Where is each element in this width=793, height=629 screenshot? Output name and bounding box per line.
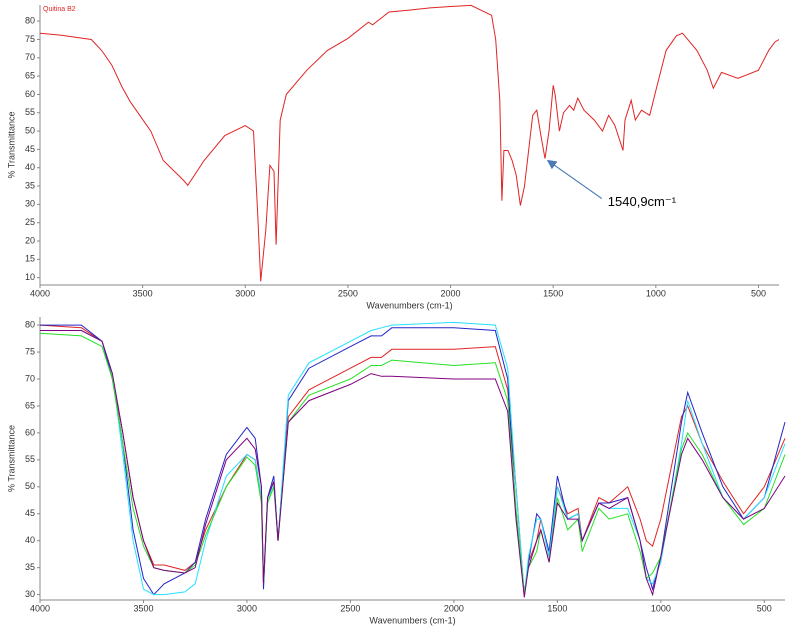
x-tick-label: 4000 [30, 603, 50, 613]
y-tick-label: 55 [25, 454, 35, 464]
y-tick-label: 30 [25, 589, 35, 599]
x-tick-label: 3000 [237, 603, 257, 613]
y-tick-label: 20 [25, 235, 35, 245]
spectrum-line [40, 324, 786, 596]
x-tick-label: 1000 [646, 288, 666, 298]
y-tick-label: 40 [25, 535, 35, 545]
x-tick-label: 1000 [651, 603, 671, 613]
spectrum-line [39, 4, 780, 282]
y-tick-label: 40 [25, 162, 35, 172]
y-tick-label: 50 [25, 125, 35, 135]
y-tick-label: 55 [25, 107, 35, 117]
y-tick-label: 45 [25, 144, 35, 154]
y-tick-label: 35 [25, 180, 35, 190]
x-axis-label: Wavenumbers (cm-1) [369, 615, 455, 625]
y-tick-label: 80 [25, 319, 35, 329]
y-tick-label: 70 [25, 52, 35, 62]
x-tick-label: 500 [757, 603, 772, 613]
y-tick-label: 60 [25, 427, 35, 437]
y-tick-label: 70 [25, 373, 35, 383]
annotation-label: 1540,9cm⁻¹ [608, 194, 677, 209]
y-tick-label: 30 [25, 199, 35, 209]
y-axis-label: % Transmittance [6, 425, 16, 492]
y-tick-label: 25 [25, 217, 35, 227]
y-tick-label: 75 [25, 34, 35, 44]
y-tick-label: 35 [25, 562, 35, 572]
x-tick-label: 1500 [543, 288, 563, 298]
x-tick-label: 2500 [340, 603, 360, 613]
x-tick-label: 3500 [133, 603, 153, 613]
x-tick-label: 1500 [547, 603, 567, 613]
y-tick-label: 60 [25, 89, 35, 99]
spectrum-line [39, 332, 786, 595]
annotation-arrow [546, 159, 603, 200]
x-tick-label: 3000 [235, 288, 255, 298]
y-tick-label: 65 [25, 400, 35, 410]
x-tick-label: 4000 [30, 288, 50, 298]
y-tick-label: 65 [25, 70, 35, 80]
y-tick-label: 75 [25, 346, 35, 356]
x-tick-label: 2000 [441, 288, 461, 298]
y-tick-label: 10 [25, 272, 35, 282]
y-tick-label: 45 [25, 508, 35, 518]
x-tick-label: 2500 [338, 288, 358, 298]
legend-label: Quitina B2 [43, 6, 76, 13]
x-axis-label: Wavenumbers (cm-1) [366, 300, 452, 310]
spectrum-line [39, 324, 786, 595]
y-axis-label: % Transmittance [6, 111, 16, 178]
x-tick-label: 2000 [444, 603, 464, 613]
y-tick-label: 80 [25, 16, 35, 26]
x-tick-label: 500 [751, 288, 766, 298]
x-tick-label: 3500 [133, 288, 153, 298]
spectrum-line [40, 330, 786, 598]
y-tick-label: 50 [25, 481, 35, 491]
y-tick-label: 15 [25, 254, 35, 264]
spectrum-line [40, 321, 786, 596]
